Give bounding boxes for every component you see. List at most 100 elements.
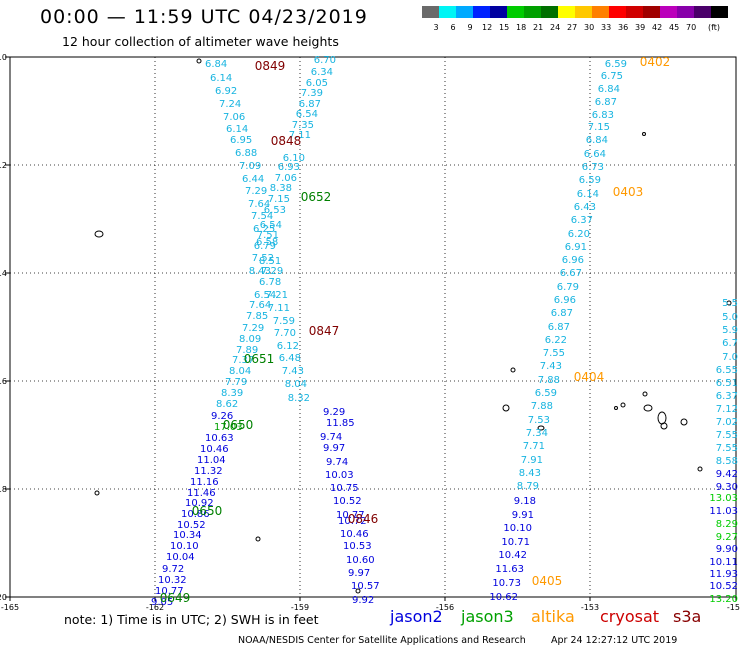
swh-value: 6.34 xyxy=(311,67,333,78)
swh-value: 11.32 xyxy=(194,466,223,477)
legend-level-label: 36 xyxy=(618,23,629,32)
swh-value: 6.87 xyxy=(548,322,570,333)
swh-value: 10.46 xyxy=(340,529,369,540)
swh-value: 8.32 xyxy=(288,393,310,404)
swh-value: 10.73 xyxy=(492,578,521,589)
swh-value: 10.77 xyxy=(336,510,365,521)
legend-swatch xyxy=(609,6,626,18)
legend-swatch xyxy=(660,6,677,18)
island-outline xyxy=(680,418,688,426)
swh-value: 10.75 xyxy=(330,483,359,494)
swh-value: 8.43 xyxy=(249,266,271,277)
pass-time-label: 0651 xyxy=(244,352,275,366)
island-outline xyxy=(537,425,545,431)
swh-value: 8.29 xyxy=(716,519,738,530)
swh-value: 6.87 xyxy=(595,97,617,108)
island-outline xyxy=(255,536,261,542)
swh-value: 11.85 xyxy=(326,418,355,429)
swh-value: 6.83 xyxy=(592,110,614,121)
swh-value: 7.53 xyxy=(528,415,550,426)
y-tick-label: -14 xyxy=(0,269,7,278)
credit-text: NOAA/NESDIS Center for Satellite Applica… xyxy=(238,635,526,646)
swh-value: 9.74 xyxy=(320,432,342,443)
swh-value: 10.32 xyxy=(158,575,187,586)
y-tick-label: -20 xyxy=(0,593,7,602)
swh-value: 10.57 xyxy=(351,581,380,592)
swh-value: 7.55 xyxy=(716,430,738,441)
swh-value: 7.37 xyxy=(232,355,254,366)
swh-value: 9.26 xyxy=(211,411,233,422)
swh-value: 9.92 xyxy=(352,595,374,606)
swh-value: 8.51 xyxy=(259,256,281,267)
legend-level-label: 12 xyxy=(482,23,493,32)
swh-value: 7.43 xyxy=(282,366,304,377)
legend-swatch xyxy=(439,6,456,18)
swh-value: 5.9 xyxy=(722,325,738,336)
swh-value: 7.70 xyxy=(274,328,296,339)
swh-value: 10.11 xyxy=(709,557,738,568)
swh-value: 6.14 xyxy=(577,189,599,200)
swh-value: 10.52 xyxy=(709,581,738,592)
legend-level-label: 33 xyxy=(601,23,612,32)
swh-value: 9.05 xyxy=(151,597,173,608)
x-tick-label: -159 xyxy=(291,603,309,612)
swh-value: 7.88 xyxy=(531,401,553,412)
swh-value: 6.54 xyxy=(254,290,276,301)
legend-level-label: 45 xyxy=(669,23,680,32)
swh-value: 6.84 xyxy=(586,135,608,146)
swh-value: 7.85 xyxy=(246,311,268,322)
swh-value: 7.79 xyxy=(225,377,247,388)
swh-value: 7.39 xyxy=(301,88,323,99)
color-legend: 3 6 9 12 15 18 21 24 27 30 33 36 39 42 45 70 (ft) xyxy=(422,6,728,36)
legend-swatch xyxy=(524,6,541,18)
swh-value: 8.43 xyxy=(519,468,541,479)
swh-value: 6.78 xyxy=(259,277,281,288)
swh-value: 7.43 xyxy=(540,361,562,372)
swh-value: 6.14 xyxy=(226,124,248,135)
map-title: 00:00 — 11:59 UTC 04/23/2019 xyxy=(40,6,368,28)
swh-value: 7.29 xyxy=(261,266,283,277)
swh-value: 6.44 xyxy=(242,174,264,185)
swh-value: 9.18 xyxy=(514,496,536,507)
legend-swatch xyxy=(711,6,728,18)
legend-swatch xyxy=(422,6,439,18)
island-outline xyxy=(697,466,703,472)
swh-value: 7.02 xyxy=(716,417,738,428)
swh-value: 7.54 xyxy=(251,211,273,222)
x-tick-label: -150 xyxy=(727,603,740,612)
swh-value: 6.93 xyxy=(278,162,300,173)
pass-time-label: 0649 xyxy=(160,591,191,605)
swh-value: 6.84 xyxy=(205,59,227,70)
swh-value: 11.63 xyxy=(495,564,524,575)
swh-value: 17.03 xyxy=(214,422,243,433)
island-outline xyxy=(614,406,618,410)
swh-value: 6.05 xyxy=(306,78,328,89)
swh-value: 11.04 xyxy=(197,455,226,466)
y-tick-label: -16 xyxy=(0,377,7,386)
swh-value: 10.63 xyxy=(205,433,234,444)
pass-time-label: 0650 xyxy=(192,504,223,518)
pass-time-label: 0846 xyxy=(348,512,379,526)
legend-swatch xyxy=(490,6,507,18)
swh-value: 9.42 xyxy=(716,469,738,480)
swh-value: 8.58 xyxy=(716,456,738,467)
island-outline xyxy=(510,367,516,373)
legend-swatch xyxy=(541,6,558,18)
swh-value: 6.73 xyxy=(582,162,604,173)
swh-value: 9.90 xyxy=(716,544,738,555)
legend-level-label: 3 xyxy=(433,23,439,32)
legend-level-label: 15 xyxy=(499,23,510,32)
swh-value: 8.79 xyxy=(517,481,539,492)
legend-level-label: 24 xyxy=(550,23,561,32)
swh-value: 8.09 xyxy=(239,334,261,345)
swh-value: 7.21 xyxy=(266,290,288,301)
island-outline xyxy=(502,404,510,412)
pass-time-label: 0404 xyxy=(574,370,605,384)
legend-swatch xyxy=(592,6,609,18)
swh-value: 8.04 xyxy=(229,366,251,377)
island-outline xyxy=(642,391,648,397)
swh-value: 6.79 xyxy=(557,282,579,293)
swh-value: 6.37 xyxy=(571,215,593,226)
swh-value: 9.29 xyxy=(323,407,345,418)
swh-value: 10.52 xyxy=(177,520,206,531)
